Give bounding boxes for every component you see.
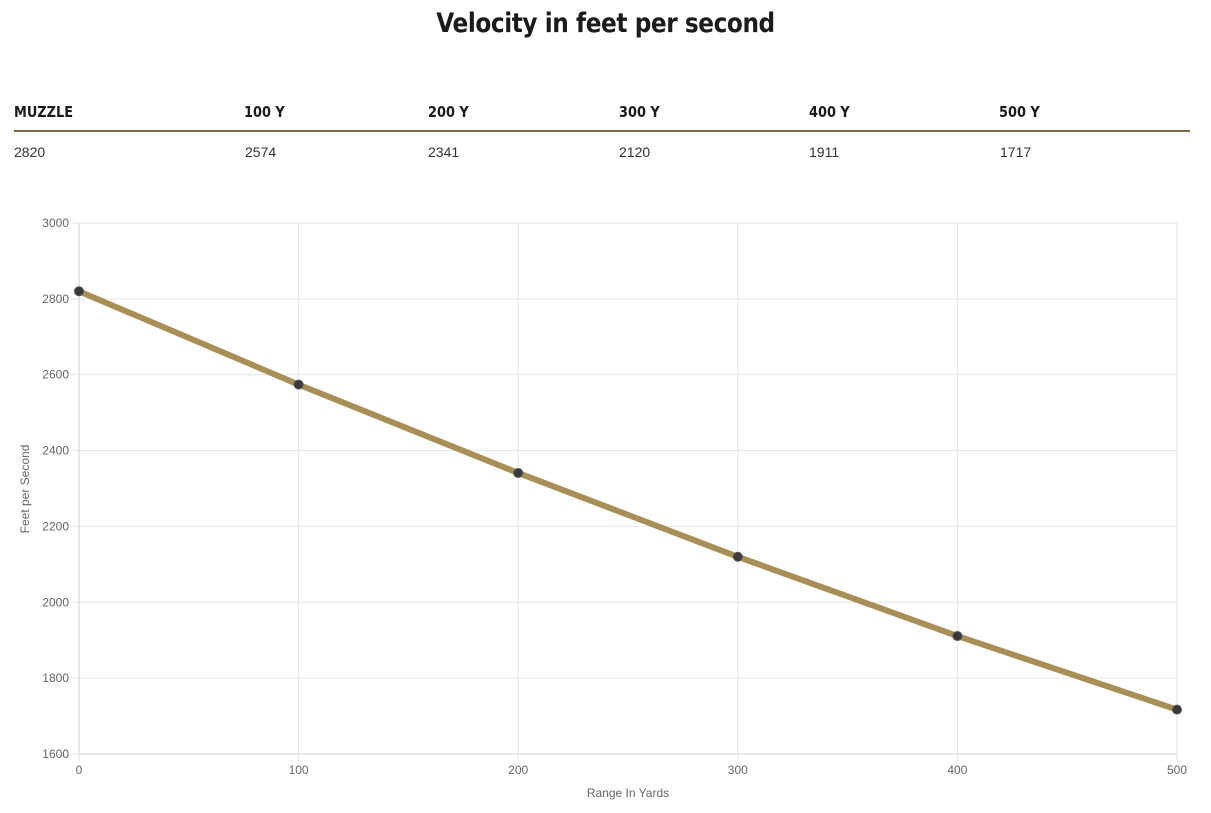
chart-gridlines (79, 222, 1178, 754)
page-title: Velocity in feet per second (436, 8, 775, 39)
velocity-table: MUZZLE 100 Y 200 Y 300 Y 400 Y 500 Y 282… (14, 88, 1190, 172)
column-header-500y: 500 Y (999, 103, 1040, 121)
data-point (732, 551, 743, 562)
table-cell-200y: 2341 (428, 144, 460, 160)
table-cell-500y: 1717 (1000, 144, 1032, 160)
table-cell-300y: 2120 (619, 144, 651, 160)
y-tick-label: 1800 (42, 671, 69, 685)
series-line (76, 288, 1180, 713)
table-header-row: MUZZLE 100 Y 200 Y 300 Y 400 Y 500 Y (14, 88, 1190, 132)
table-cell-muzzle: 2820 (14, 144, 46, 160)
column-header-300y: 300 Y (619, 103, 660, 121)
y-tick-label: 2600 (42, 368, 69, 382)
x-tick-label: 300 (728, 763, 748, 777)
column-header-200y: 200 Y (428, 103, 469, 121)
column-header-muzzle: MUZZLE (14, 103, 74, 121)
y-axis-label: Feet per Second (18, 445, 32, 534)
data-point (293, 379, 304, 390)
data-point (513, 467, 524, 478)
table-row: 2820 2574 2341 2120 1911 1717 (14, 132, 1190, 172)
x-tick-label: 0 (76, 763, 83, 777)
data-point (74, 286, 84, 297)
x-axis-label: Range In Yards (587, 786, 669, 800)
x-tick-label: 400 (947, 763, 967, 777)
y-tick-label: 1600 (42, 747, 69, 761)
chart-series (74, 286, 1182, 715)
y-tick-label: 2000 (42, 595, 69, 609)
x-tick-label: 100 (289, 763, 309, 777)
y-tick-label: 2200 (42, 519, 69, 533)
data-point (952, 631, 963, 642)
y-tick-label: 2800 (42, 292, 69, 306)
table-cell-400y: 1911 (809, 144, 840, 160)
table-cell-100y: 2574 (245, 144, 277, 160)
chart-axes (71, 222, 1178, 762)
x-tick-label: 500 (1167, 763, 1187, 777)
x-tick-label: 200 (508, 763, 528, 777)
y-tick-label: 2400 (42, 444, 69, 458)
column-header-400y: 400 Y (809, 103, 850, 121)
chart-tick-labels: 1600 1800 2000 2200 2400 2600 2800 3000 0 100 200 3… (42, 216, 1187, 777)
y-tick-label: 3000 (42, 216, 69, 230)
column-header-100y: 100 Y (244, 103, 285, 121)
data-point (1172, 704, 1182, 715)
